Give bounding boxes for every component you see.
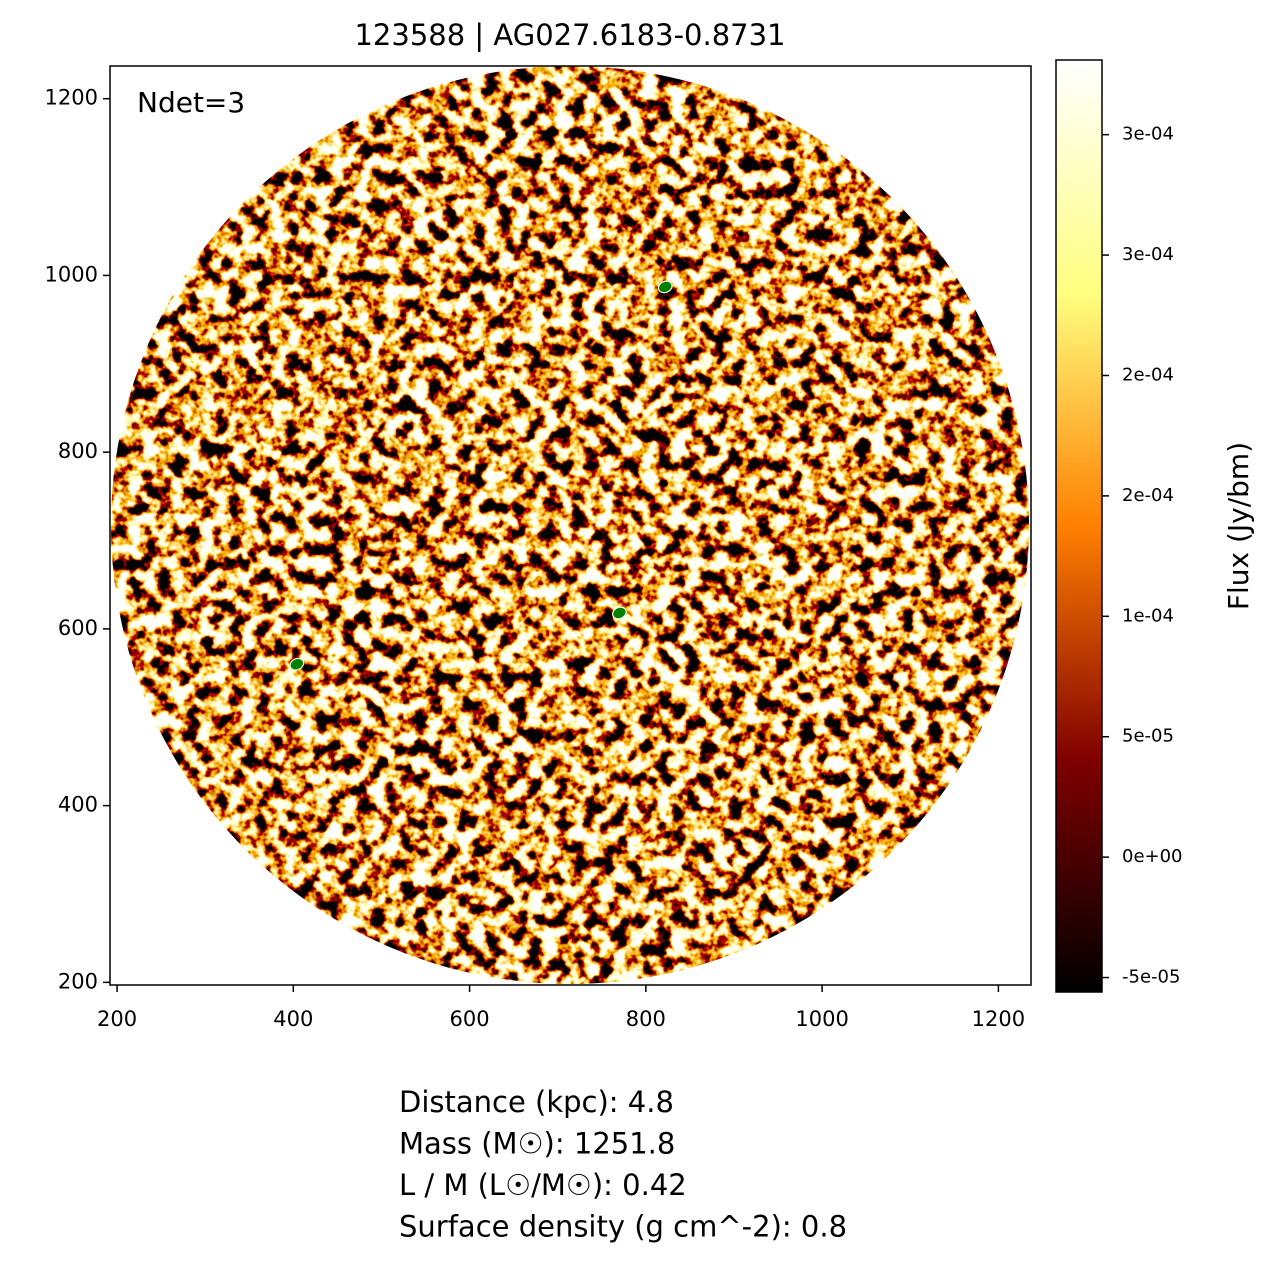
x-tick-label: 1000 [795,1007,848,1031]
chart-title: 123588 | AG027.6183-0.8731 [354,18,785,52]
colorbar [1055,59,1103,993]
annotation: Ndet=3 [137,86,245,119]
x-tick-label: 1200 [972,1007,1025,1031]
y-tick-label: 800 [58,439,98,463]
footer-line: Surface density (g cm^-2): 0.8 [399,1210,847,1244]
colorbar-tick-label: 2e-04 [1122,485,1174,506]
colorbar-tick-label: -5e-05 [1122,967,1180,988]
x-tick-label: 400 [273,1007,313,1031]
y-tick-label: 600 [58,616,98,640]
detection [612,606,627,620]
colorbar-tick-label: 5e-05 [1122,726,1174,747]
footer-line: Mass (M☉): 1251.8 [399,1127,675,1161]
footer-line: Distance (kpc): 4.8 [399,1085,674,1119]
colorbar-tick-label: 1e-04 [1122,605,1174,626]
colorbar-tick-label: 3e-04 [1122,244,1174,265]
x-tick-label: 800 [626,1007,666,1031]
axes-frame [109,65,1032,986]
y-tick-label: 200 [58,969,98,993]
colorbar-tick-label: 3e-04 [1122,124,1174,145]
x-tick-label: 600 [450,1007,490,1031]
footer-line: L / M (L☉/M☉): 0.42 [399,1168,687,1202]
detection [657,280,673,294]
y-tick-label: 1200 [45,86,98,110]
x-tick-label: 200 [97,1007,137,1031]
colorbar-label: Flux (Jy/bm) [1222,442,1255,610]
y-tick-label: 1000 [45,262,98,286]
colorbar-tick-label: 2e-04 [1122,364,1174,385]
colorbar-tick-label: 0e+00 [1122,846,1183,867]
y-tick-label: 400 [58,793,98,817]
detection [289,657,305,671]
flux-image [111,66,1029,984]
